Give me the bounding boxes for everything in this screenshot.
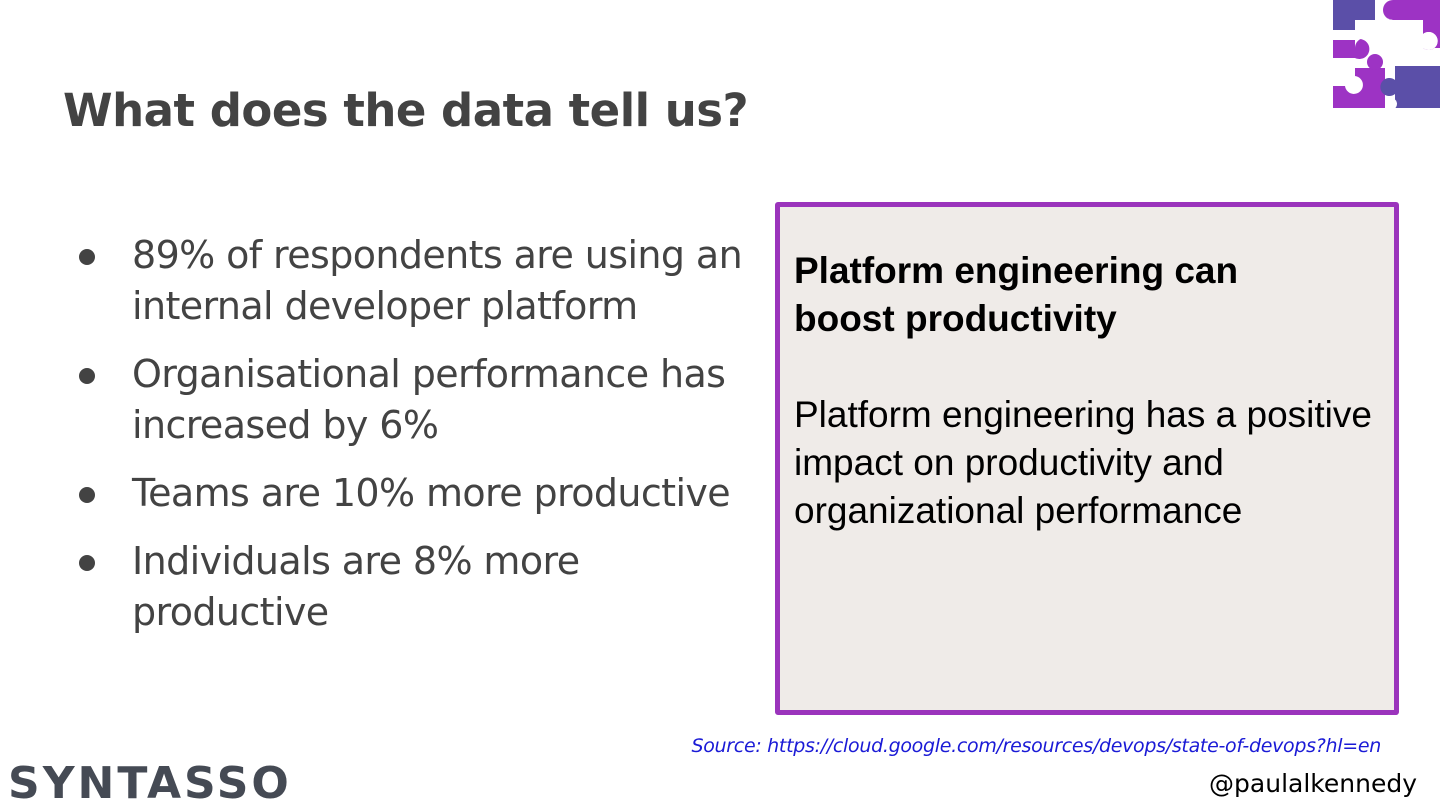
source-link[interactable]: Source: https://cloud.google.com/resourc… <box>691 735 1381 757</box>
brand-logo-text: SYNTASSO <box>8 758 292 809</box>
bullet-list: 89% of respondents are using an internal… <box>76 230 756 655</box>
list-item: 89% of respondents are using an internal… <box>76 230 756 332</box>
bullet-dot <box>79 249 95 265</box>
callout-heading: Platform engineering can boost productiv… <box>794 250 1239 339</box>
callout-box: Platform engineering can boost productiv… <box>775 202 1399 715</box>
bullet-dot <box>79 487 95 503</box>
bullet-text: Organisational performance has increased… <box>132 352 726 447</box>
callout-body: Platform engineering has a positive impa… <box>794 394 1372 531</box>
list-item: Organisational performance has increased… <box>76 349 756 451</box>
bullet-text: Teams are 10% more productive <box>132 471 731 515</box>
puzzle-pieces-icon <box>1331 0 1440 110</box>
list-item: Individuals are 8% more productive <box>76 536 756 638</box>
bullet-text: 89% of respondents are using an internal… <box>132 233 743 328</box>
bullet-dot <box>79 368 95 384</box>
author-handle: @paulalkennedy <box>1209 769 1417 798</box>
slide-title: What does the data tell us? <box>63 84 749 137</box>
list-item: Teams are 10% more productive <box>76 468 756 519</box>
bullet-dot <box>79 555 95 571</box>
bullet-text: Individuals are 8% more productive <box>132 539 580 634</box>
